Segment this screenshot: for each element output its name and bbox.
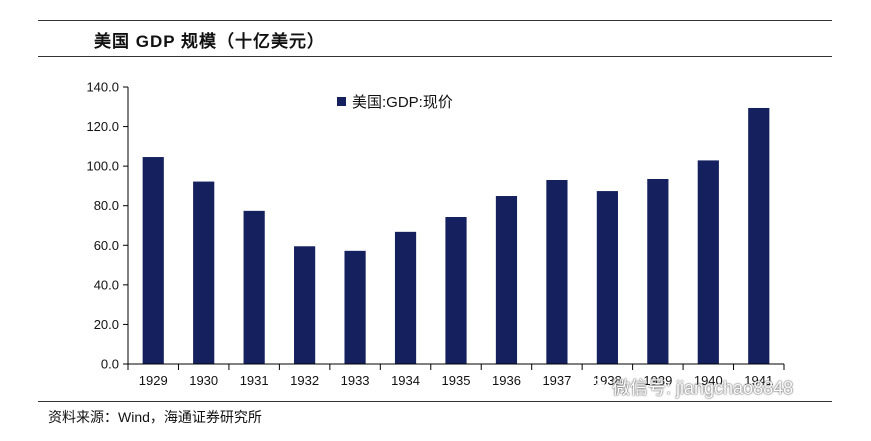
source-rule <box>38 401 832 402</box>
y-tick-label: 20.0 <box>94 317 119 332</box>
bar-1939 <box>647 179 669 364</box>
bar-1940 <box>697 160 719 364</box>
x-tick-label: 1939 <box>643 373 672 388</box>
bar-1930 <box>193 181 215 364</box>
bar-1932 <box>294 246 316 364</box>
x-tick-label: 1941 <box>744 373 773 388</box>
y-tick-label: 100.0 <box>86 159 119 174</box>
x-tick-label: 1929 <box>139 373 168 388</box>
bar-1941 <box>748 107 770 365</box>
wechat-watermark: 微信号: jiangchao8848 <box>586 374 793 400</box>
y-tick-label: 120.0 <box>86 119 119 134</box>
wechat-icon <box>586 378 608 395</box>
x-tick-label: 1932 <box>290 373 319 388</box>
bar-1931 <box>243 210 265 364</box>
legend-label: 美国:GDP:现价 <box>352 94 453 111</box>
top-rule <box>38 20 832 21</box>
y-tick-label: 40.0 <box>94 277 119 292</box>
x-tick-label: 1936 <box>492 373 521 388</box>
bar-1938 <box>596 191 618 364</box>
bar-1935 <box>445 216 467 364</box>
x-tick-label: 1934 <box>391 373 420 388</box>
chart-title: 美国 GDP 规模（十亿美元） <box>94 32 325 51</box>
bar-1937 <box>546 179 568 364</box>
x-tick-label: 1930 <box>189 373 218 388</box>
bar-1929 <box>142 157 164 364</box>
bar-1933 <box>344 250 366 364</box>
legend-swatch <box>337 97 346 106</box>
x-tick-label: 1933 <box>341 373 370 388</box>
x-tick-label: 1937 <box>542 373 571 388</box>
x-tick-label: 1935 <box>442 373 471 388</box>
source-note: 资料来源：Wind，海通证券研究所 <box>48 409 262 425</box>
y-tick-label: 60.0 <box>94 238 119 253</box>
bar-1934 <box>394 231 417 364</box>
y-tick-label: 140.0 <box>86 80 119 95</box>
title-rule <box>38 56 832 57</box>
y-tick-label: 80.0 <box>94 198 119 213</box>
y-tick-label: 0.0 <box>101 357 119 372</box>
x-tick-label: 1940 <box>694 373 723 388</box>
x-tick-label: 1931 <box>240 373 269 388</box>
bar-1936 <box>495 196 518 364</box>
watermark-text: 微信号: jiangchao8848 <box>612 378 794 398</box>
bar-chart: 0.0 20.0 40.0 60.0 80.0 100.0 120.0 140.0 1929 19… <box>86 80 785 388</box>
